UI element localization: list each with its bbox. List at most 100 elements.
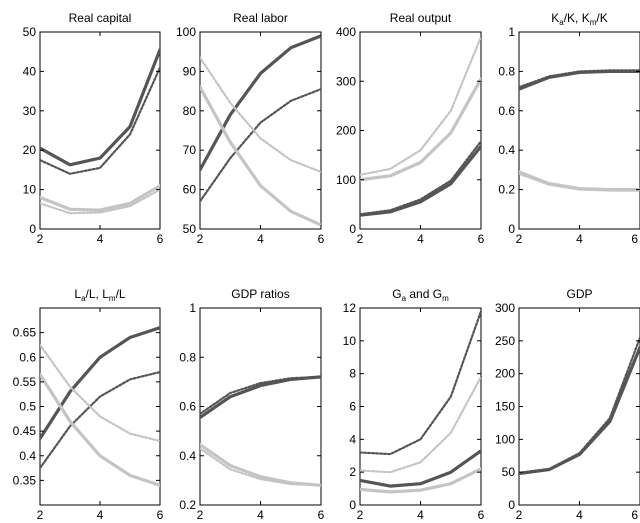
x-tick-label: 4 <box>257 232 264 246</box>
y-tick-label: 0 <box>508 498 515 512</box>
series-line-dark-dotted <box>360 310 481 456</box>
x-tick-label: 4 <box>97 508 104 522</box>
x-tick-label: 2 <box>516 232 523 246</box>
y-tick-label: 80 <box>183 104 197 118</box>
series-line-light-dotted <box>200 447 321 487</box>
y-tick-label: 0.6 <box>498 104 515 118</box>
series-line-dark-dotted <box>40 66 160 175</box>
y-tick-label: 12 <box>343 301 357 315</box>
series-line-dark-solid <box>360 449 481 488</box>
y-tick-label: 20 <box>23 143 37 157</box>
x-tick-label: 6 <box>157 232 164 246</box>
y-tick-label: 0.45 <box>13 424 37 438</box>
series-line-light-solid <box>519 170 640 192</box>
plot-frame <box>199 31 322 230</box>
y-tick-label: 0 <box>349 222 356 236</box>
series-line-dark-dotted <box>519 336 640 474</box>
series-line-light-dotted <box>519 172 640 192</box>
y-tick-label: 50 <box>23 25 37 39</box>
y-tick-label: 50 <box>183 222 197 236</box>
subplot-title: La/L, Lm/L <box>74 287 126 303</box>
y-tick-label: 8 <box>349 367 356 381</box>
x-tick-label: 6 <box>478 508 485 522</box>
subplot-1: 0 10 20 30 40 50 2 4 6 Real capital <box>23 11 164 246</box>
x-tick-label: 6 <box>157 508 164 522</box>
x-tick-label: 4 <box>257 508 264 522</box>
x-tick-label: 6 <box>631 232 638 246</box>
y-tick-label: 0.4 <box>19 449 36 463</box>
series-line-light-solid <box>360 467 481 494</box>
y-tick-label: 6 <box>349 400 356 414</box>
y-tick-label: 0 <box>349 498 356 512</box>
y-tick-label: 300 <box>495 301 515 315</box>
x-tick-label: 6 <box>318 508 325 522</box>
plot-frame <box>359 31 482 230</box>
y-tick-label: 90 <box>183 64 197 78</box>
x-tick-label: 4 <box>576 232 583 246</box>
y-tick-label: 0 <box>29 222 36 236</box>
plot-frame <box>359 307 482 506</box>
y-tick-label: 100 <box>336 173 356 187</box>
y-tick-label: 30 <box>23 104 37 118</box>
series-line-light-dotted <box>360 375 481 474</box>
y-tick-label: 50 <box>502 465 516 479</box>
y-tick-label: 1 <box>189 301 196 315</box>
series-line-light-solid <box>40 184 160 212</box>
y-tick-label: 0 <box>508 222 515 236</box>
y-tick-label: 0.55 <box>13 375 37 389</box>
x-tick-label: 6 <box>631 508 638 522</box>
series-line-light-solid <box>200 85 321 227</box>
subplot-title: Real labor <box>233 11 288 25</box>
subplot-title: Real capital <box>69 11 132 25</box>
series-line-light-dotted <box>360 35 481 176</box>
subplot-title: Ga and Gm <box>392 287 449 303</box>
x-tick-label: 4 <box>417 232 424 246</box>
series-line-dark-solid <box>360 144 481 217</box>
series-line-light-dotted <box>200 56 321 173</box>
series-line-dark-dotted <box>40 370 160 470</box>
subplot-title: Ka/K, Km/K <box>551 11 608 27</box>
y-tick-label: 2 <box>349 465 356 479</box>
series-line-light-dotted <box>40 188 160 215</box>
subplot-5: 0.35 0.4 0.45 0.5 0.55 0.6 0.65 2 4 6 La/L, Lm/L <box>13 287 164 522</box>
y-tick-label: 250 <box>495 334 515 348</box>
y-tick-label: 0.8 <box>498 64 515 78</box>
series-line-dark-dotted <box>200 375 321 415</box>
subplot-8: 0 50 100 150 200 250 300 2 4 6 GDP <box>495 287 640 522</box>
plot-frame <box>518 31 640 230</box>
y-tick-label: 4 <box>349 432 356 446</box>
x-tick-label: 4 <box>97 232 104 246</box>
y-tick-label: 0.2 <box>179 498 196 512</box>
y-tick-label: 0.8 <box>179 350 196 364</box>
x-tick-label: 6 <box>478 232 485 246</box>
series-line-light-solid <box>40 372 160 487</box>
y-tick-label: 60 <box>183 183 197 197</box>
x-tick-label: 2 <box>516 508 523 522</box>
x-tick-label: 4 <box>576 508 583 522</box>
subplot-6: 0.2 0.4 0.6 0.8 1 2 4 6 GDP ratios <box>179 287 324 522</box>
series-line-light-solid <box>360 77 481 182</box>
subplot-title: GDP <box>566 287 592 301</box>
series-line-light-dotted <box>40 343 160 443</box>
y-tick-label: 0.4 <box>179 449 196 463</box>
y-tick-label: 200 <box>495 367 515 381</box>
y-tick-label: 150 <box>495 400 515 414</box>
plot-frame <box>199 307 322 506</box>
y-tick-label: 100 <box>176 25 196 39</box>
subplot-4: 0 0.2 0.4 0.6 0.8 1 2 4 6 Ka/K, Km/K <box>498 11 640 246</box>
y-tick-label: 0.65 <box>13 326 37 340</box>
y-tick-label: 200 <box>336 124 356 138</box>
series-line-dark-solid <box>519 69 640 91</box>
x-tick-label: 4 <box>417 508 424 522</box>
y-tick-label: 0.4 <box>498 143 515 157</box>
x-tick-label: 2 <box>357 232 364 246</box>
y-tick-label: 40 <box>23 64 37 78</box>
subplot-2: 50 60 70 80 90 100 2 4 6 Real labor <box>176 11 325 246</box>
plot-frame <box>518 307 640 506</box>
y-tick-label: 10 <box>23 183 37 197</box>
y-tick-label: 10 <box>343 334 357 348</box>
y-tick-label: 400 <box>336 25 356 39</box>
series-line-dark-dotted <box>200 87 321 203</box>
